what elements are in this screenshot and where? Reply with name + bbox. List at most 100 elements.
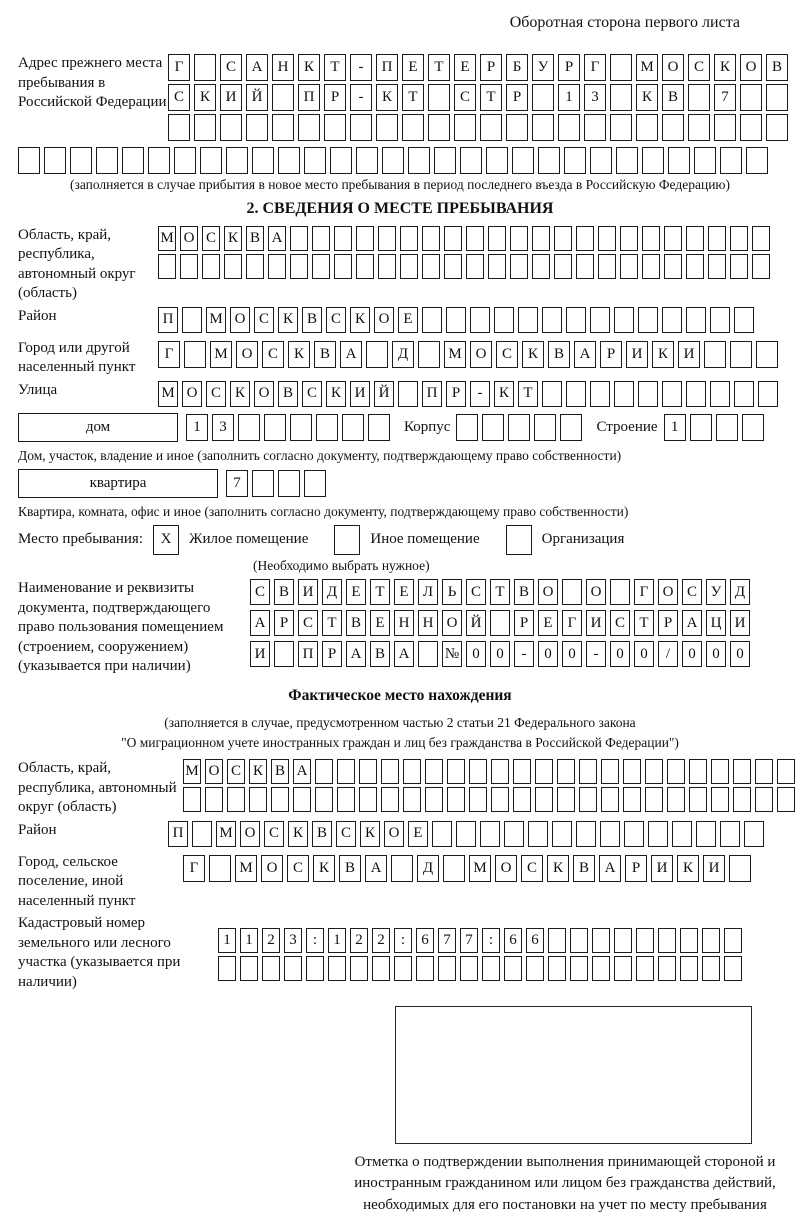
char-box[interactable]	[356, 147, 378, 174]
char-box[interactable]: С	[287, 854, 309, 882]
char-box[interactable]	[579, 759, 597, 785]
char-box[interactable]	[376, 114, 398, 141]
char-box[interactable]	[469, 787, 487, 813]
char-box[interactable]	[334, 253, 352, 279]
char-box[interactable]	[592, 928, 610, 954]
char-box[interactable]	[729, 854, 751, 882]
char-box[interactable]: П	[298, 84, 320, 111]
char-box[interactable]: И	[703, 854, 725, 882]
char-box[interactable]	[460, 147, 482, 174]
char-box[interactable]	[434, 147, 456, 174]
stay-option-organization-checkbox[interactable]	[505, 524, 532, 555]
char-box[interactable]	[337, 759, 355, 785]
char-box[interactable]: 1	[328, 928, 346, 954]
char-box[interactable]: 3	[212, 413, 234, 441]
char-box[interactable]	[664, 225, 682, 251]
char-box[interactable]	[194, 114, 216, 141]
char-box[interactable]	[350, 114, 372, 141]
char-box[interactable]	[548, 956, 566, 982]
char-box[interactable]	[272, 84, 294, 111]
char-box[interactable]	[620, 253, 638, 279]
char-box[interactable]	[614, 380, 634, 407]
char-box[interactable]: С	[254, 306, 274, 333]
char-box[interactable]: С	[227, 759, 245, 785]
char-box[interactable]	[466, 225, 484, 251]
char-box[interactable]	[422, 253, 440, 279]
char-box[interactable]: А	[346, 641, 366, 668]
char-box[interactable]: 6	[504, 928, 522, 954]
char-box[interactable]	[614, 956, 632, 982]
char-box[interactable]: Н	[418, 610, 438, 637]
char-box[interactable]	[645, 787, 663, 813]
char-box[interactable]: У	[532, 54, 554, 81]
char-box[interactable]: О	[180, 225, 198, 251]
char-box[interactable]	[724, 956, 742, 982]
char-box[interactable]: С	[202, 225, 220, 251]
char-box[interactable]: В	[548, 340, 570, 368]
char-box[interactable]	[532, 253, 550, 279]
char-box[interactable]	[278, 147, 300, 174]
char-box[interactable]: Е	[538, 610, 558, 637]
char-box[interactable]: -	[586, 641, 606, 668]
char-box[interactable]: Д	[417, 854, 439, 882]
char-box[interactable]	[368, 413, 390, 441]
char-box[interactable]: Н	[394, 610, 414, 637]
char-box[interactable]: 2	[350, 928, 368, 954]
char-box[interactable]: С	[336, 820, 356, 847]
char-box[interactable]	[425, 787, 443, 813]
char-box[interactable]	[182, 306, 202, 333]
char-box[interactable]: Т	[480, 84, 502, 111]
char-box[interactable]	[755, 759, 773, 785]
char-box[interactable]: 0	[634, 641, 654, 668]
char-box[interactable]	[264, 413, 286, 441]
char-box[interactable]: О	[442, 610, 462, 637]
char-box[interactable]	[702, 956, 720, 982]
char-box[interactable]: С	[496, 340, 518, 368]
char-box[interactable]	[711, 759, 729, 785]
char-box[interactable]	[490, 610, 510, 637]
char-box[interactable]	[720, 147, 742, 174]
char-box[interactable]: Е	[398, 306, 418, 333]
char-box[interactable]: 2	[262, 928, 280, 954]
char-box[interactable]: В	[573, 854, 595, 882]
char-box[interactable]	[566, 306, 586, 333]
char-box[interactable]: И	[626, 340, 648, 368]
char-box[interactable]	[562, 579, 582, 606]
char-box[interactable]: 6	[526, 928, 544, 954]
char-box[interactable]: Р	[558, 54, 580, 81]
char-box[interactable]	[391, 854, 413, 882]
char-box[interactable]: Е	[402, 54, 424, 81]
char-box[interactable]	[403, 759, 421, 785]
char-box[interactable]: В	[271, 759, 289, 785]
char-box[interactable]	[290, 253, 308, 279]
char-box[interactable]: Р	[322, 641, 342, 668]
char-box[interactable]	[249, 787, 267, 813]
char-box[interactable]	[422, 306, 442, 333]
char-box[interactable]: А	[599, 854, 621, 882]
char-box[interactable]	[508, 413, 531, 441]
char-box[interactable]	[708, 253, 726, 279]
char-box[interactable]	[183, 787, 201, 813]
char-box[interactable]	[491, 787, 509, 813]
char-box[interactable]	[312, 253, 330, 279]
char-box[interactable]	[720, 820, 740, 847]
char-box[interactable]	[715, 413, 738, 441]
char-box[interactable]	[756, 340, 778, 368]
char-box[interactable]: Д	[322, 579, 342, 606]
char-box[interactable]: О	[662, 54, 684, 81]
char-box[interactable]: С	[521, 854, 543, 882]
char-box[interactable]: Ц	[706, 610, 726, 637]
char-box[interactable]: В	[302, 306, 322, 333]
char-box[interactable]	[428, 84, 450, 111]
char-box[interactable]: Р	[625, 854, 647, 882]
char-box[interactable]	[624, 820, 644, 847]
char-box[interactable]	[576, 820, 596, 847]
char-box[interactable]: Р	[658, 610, 678, 637]
char-box[interactable]	[558, 114, 580, 141]
char-box[interactable]	[734, 306, 754, 333]
char-box[interactable]: Г	[158, 340, 180, 368]
char-box[interactable]	[610, 114, 632, 141]
char-box[interactable]	[645, 759, 663, 785]
char-box[interactable]	[538, 147, 560, 174]
char-box[interactable]	[466, 253, 484, 279]
